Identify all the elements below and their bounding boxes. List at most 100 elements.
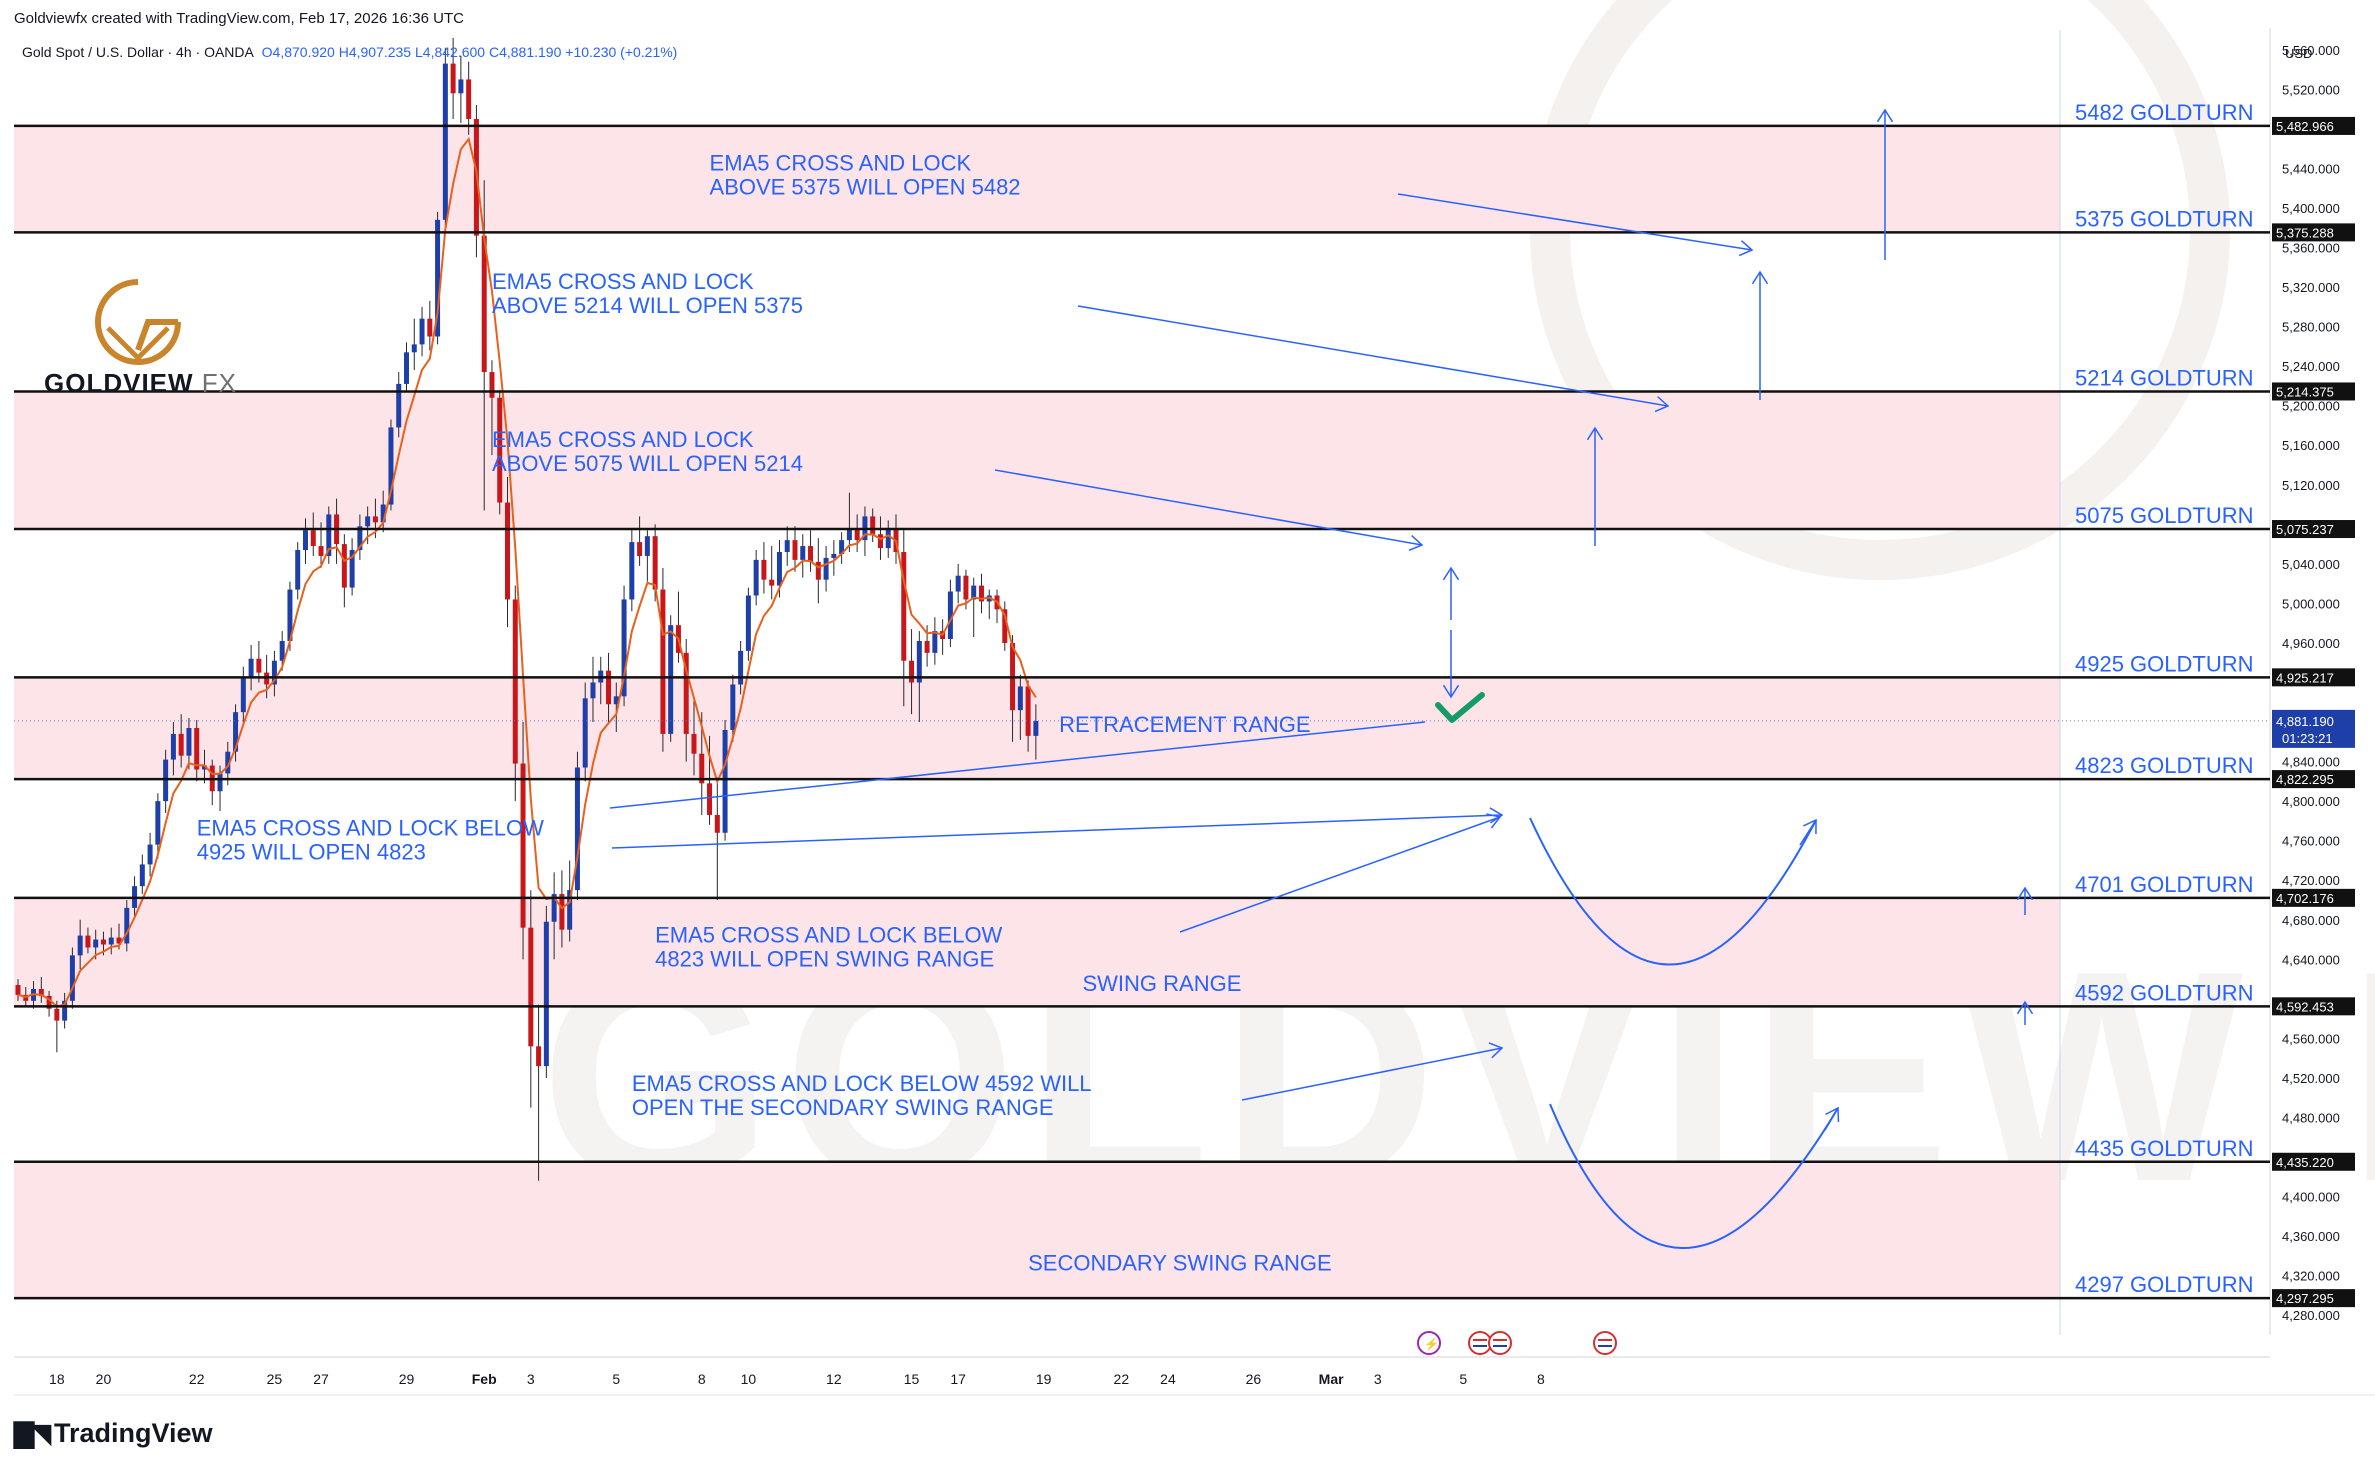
price-tick-label: 4,760.000 bbox=[2282, 834, 2340, 849]
price-tick-label: 5,440.000 bbox=[2282, 161, 2340, 176]
time-tick-label: 12 bbox=[826, 1371, 842, 1387]
bullish-candle bbox=[885, 528, 891, 549]
goldturn-price-tag bbox=[2272, 888, 2355, 907]
checkmark-icon bbox=[1435, 692, 1485, 723]
bullish-candle bbox=[69, 955, 75, 1001]
price-tick-label: 4,280.000 bbox=[2282, 1308, 2340, 1323]
bearish-candle bbox=[901, 552, 907, 661]
bearish-candle bbox=[520, 763, 526, 928]
bullish-candle bbox=[839, 540, 845, 554]
price-tick-label: 5,000.000 bbox=[2282, 596, 2340, 611]
bullish-candle bbox=[823, 557, 829, 580]
time-tick-label: 17 bbox=[950, 1371, 966, 1387]
goldturn-label: 5214 GOLDTURN bbox=[2075, 365, 2254, 390]
price-tick-label: 5,200.000 bbox=[2282, 399, 2340, 414]
price-tick-label: 5,400.000 bbox=[2282, 201, 2340, 216]
bullish-candle bbox=[567, 890, 573, 930]
bearish-candle bbox=[489, 372, 495, 398]
time-tick-label: 22 bbox=[1114, 1371, 1130, 1387]
goldturn-label: 4592 GOLDTURN bbox=[2075, 980, 2254, 1005]
symbol-name[interactable]: Gold Spot / U.S. Dollar · 4h · OANDA bbox=[22, 44, 254, 60]
price-tick-label: 4,560.000 bbox=[2282, 1031, 2340, 1046]
bullish-candle bbox=[738, 650, 744, 685]
time-tick-label: Mar bbox=[1319, 1371, 1344, 1387]
time-tick-label: 19 bbox=[1036, 1371, 1052, 1387]
time-tick-label: 3 bbox=[1374, 1371, 1382, 1387]
event-us-flag-icon bbox=[1488, 1331, 1512, 1355]
arrow-to-5375-head bbox=[1738, 240, 1754, 257]
bearish-candle bbox=[854, 528, 860, 541]
bearish-candle bbox=[481, 235, 487, 373]
symbol-legend[interactable]: Gold Spot / U.S. Dollar · 4h · OANDA O4,… bbox=[22, 44, 677, 60]
arrow-to-5375 bbox=[1397, 193, 1753, 251]
event-us-flag-icon bbox=[1468, 1331, 1492, 1355]
goldview-logo-icon bbox=[95, 279, 181, 365]
price-tick-label: 5,280.000 bbox=[2282, 320, 2340, 335]
bullish-candle bbox=[800, 546, 806, 560]
bearish-candle bbox=[427, 318, 433, 337]
bearish-candle bbox=[769, 579, 775, 586]
bearish-candle bbox=[38, 988, 44, 996]
bullish-candle bbox=[217, 773, 223, 792]
annotation-text-7: EMA5 CROSS AND LOCK BELOW 4592 WILL bbox=[632, 1071, 1092, 1096]
goldturn-price-tag bbox=[2272, 770, 2355, 789]
goldturn-price-text: 4,925.217 bbox=[2276, 670, 2334, 685]
goldturn-price-text: 5,482.966 bbox=[2276, 119, 2334, 134]
goldturn-price-tag bbox=[2272, 382, 2355, 401]
event-us-flag-icon bbox=[1593, 1331, 1617, 1355]
goldturn-label: 4925 GOLDTURN bbox=[2075, 651, 2254, 676]
close-value: C4,881.190 bbox=[488, 44, 562, 60]
low-value: L4,842.600 bbox=[415, 44, 486, 60]
bearish-candle bbox=[341, 544, 347, 588]
goldturn-price-tag bbox=[2272, 1289, 2355, 1308]
secondary-curve-head-head bbox=[1825, 1106, 1840, 1123]
price-tick-label: 5,560.000 bbox=[2282, 43, 2340, 58]
bullish-candle bbox=[108, 937, 114, 945]
bullish-candle bbox=[621, 599, 627, 697]
time-tick-label: 15 bbox=[904, 1371, 920, 1387]
bullish-candle bbox=[279, 640, 285, 661]
arrow-to-5214-head bbox=[1654, 396, 1670, 413]
bullish-candle bbox=[551, 894, 557, 922]
tradingview-brand[interactable]: ▇◥ TradingView bbox=[14, 1418, 213, 1449]
bearish-candle bbox=[606, 670, 612, 705]
time-axis[interactable]: ⚡ 18 20 22 25 27 29 Feb 3 5 8 10 12 15 17 19 22 24 26 Mar 3 5… bbox=[14, 1331, 2375, 1396]
bullish-candle bbox=[147, 844, 153, 865]
time-tick-label: 25 bbox=[267, 1371, 283, 1387]
bullish-candle bbox=[365, 516, 371, 527]
annotation-text-2: ABOVE 5075 WILL OPEN 5214 bbox=[492, 451, 803, 476]
bullish-candle bbox=[745, 595, 751, 651]
tradingview-logo-icon: ▇◥ bbox=[14, 1418, 51, 1448]
time-tick-label: 20 bbox=[96, 1371, 112, 1387]
goldturn-zone-4 bbox=[14, 1161, 2060, 1299]
bearish-candle bbox=[1002, 609, 1008, 643]
high-value: H4,907.235 bbox=[338, 44, 412, 60]
goldturn-label: 4823 GOLDTURN bbox=[2075, 753, 2254, 778]
bullish-candle bbox=[582, 698, 588, 768]
bullish-candle bbox=[971, 585, 977, 600]
arrow-up-5075-head bbox=[1442, 566, 1460, 581]
bullish-candle bbox=[947, 591, 953, 639]
annotation-text-0: EMA5 CROSS AND LOCK bbox=[710, 150, 972, 175]
arrow-to-secondary-range-head bbox=[1488, 1042, 1504, 1059]
bullish-candle bbox=[163, 759, 169, 802]
bullish-candle bbox=[846, 528, 852, 541]
goldturn-levels[interactable]: 5482 GOLDTURN 5,482.966 5375 GOLDTURN 5,375… bbox=[14, 100, 2355, 1308]
bullish-candle bbox=[380, 504, 386, 523]
arrow-to-swing-range-head bbox=[1486, 813, 1502, 829]
swing-curve-head-head bbox=[1802, 818, 1817, 835]
price-tick-label: 4,720.000 bbox=[2282, 873, 2340, 888]
annotation-text-8: SECONDARY SWING RANGE bbox=[1028, 1251, 1332, 1276]
price-tick-label: 4,520.000 bbox=[2282, 1071, 2340, 1086]
bullish-candle bbox=[357, 526, 363, 551]
arrow-to-5075-head bbox=[1408, 535, 1424, 552]
bearish-candle bbox=[528, 927, 534, 1047]
goldturn-price-text: 5,375.288 bbox=[2276, 225, 2334, 240]
bullish-candle bbox=[543, 921, 549, 1067]
annotation-text-5: 4823 WILL OPEN SWING RANGE bbox=[655, 947, 994, 972]
bullish-candle bbox=[955, 575, 961, 592]
price-axis[interactable]: USD 4,280.000 4,320.000 4,360.000 4,400.000 4… bbox=[2269, 28, 2340, 1335]
goldturn-price-tag bbox=[2272, 116, 2355, 135]
